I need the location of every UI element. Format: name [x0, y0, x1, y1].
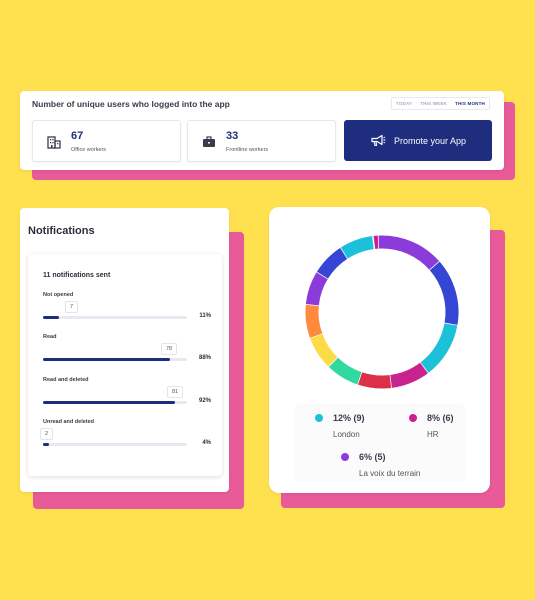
metric-count-badge: 7: [65, 301, 79, 313]
donut-segment-5[interactable]: [357, 372, 392, 389]
donut-legend: 12% (9) London 8% (6) HR 6% (5) La voix …: [295, 404, 465, 482]
donut-chart: [304, 234, 459, 390]
office-workers-label: Office workers: [71, 147, 107, 153]
legend-dot: [409, 414, 417, 422]
tab-this-week[interactable]: THIS WEEK: [420, 101, 447, 106]
login-stats-title: Number of unique users who logged into t…: [32, 99, 230, 109]
donut-segment-1[interactable]: [378, 235, 440, 271]
metric-label: Not opened: [43, 292, 74, 298]
metric-percent: 88%: [198, 355, 211, 361]
metric-progress-track: [43, 316, 187, 319]
metric-label: Read: [43, 334, 57, 340]
metric-progress-track: [43, 443, 187, 446]
metric-progress-fill: [43, 316, 59, 319]
promote-app-label: Promote your App: [393, 135, 467, 146]
metric-read: Read 78 88%: [43, 334, 211, 374]
notifications-sent-count: 11 notifications sent: [43, 272, 111, 279]
time-range-tabs: TODAY THIS WEEK THIS MONTH: [390, 97, 490, 110]
metric-count-badge: 81: [167, 386, 184, 398]
donut-separator-11: [371, 234, 376, 251]
donut-separator-1: [428, 260, 441, 272]
metric-count-badge: 78: [161, 343, 178, 355]
office-workers-count: 67: [71, 130, 84, 142]
metric-progress-fill: [43, 401, 176, 404]
donut-segment-3[interactable]: [419, 323, 458, 374]
metric-percent: 11%: [199, 313, 211, 319]
metric-progress-track: [43, 358, 187, 361]
megaphone-icon: [371, 134, 386, 147]
promote-app-button[interactable]: Promote your App: [344, 120, 492, 161]
login-stats-card: Number of unique users who logged into t…: [20, 91, 504, 170]
donut-separator-5: [356, 370, 363, 386]
legend-value: 6% (5): [359, 452, 386, 462]
frontline-workers-count: 33: [226, 130, 239, 142]
metric-percent: 92%: [198, 398, 211, 404]
donut-segment-6[interactable]: [328, 357, 362, 385]
metric-unread-and-deleted: Unread and deleted 2 4%: [40, 419, 211, 459]
metric-percent: 4%: [202, 440, 211, 446]
notifications-panel: 11 notifications sent Not opened 7 11% R…: [28, 254, 222, 476]
building-icon: [47, 136, 61, 149]
tab-this-month[interactable]: THIS MONTH: [455, 101, 485, 106]
metric-progress-fill: [43, 443, 49, 446]
donut-separator-0: [377, 234, 380, 250]
metric-not-opened: Not opened 7 11%: [43, 292, 211, 332]
donut-segment-10[interactable]: [316, 247, 349, 279]
groups-donut-card: 12% (9) London 8% (6) HR 6% (5) La voix …: [269, 207, 490, 493]
briefcase-icon: [203, 136, 215, 147]
notifications-card: Notifications 11 notifications sent Not …: [20, 208, 229, 492]
legend-dot: [315, 414, 323, 422]
donut-segment-9[interactable]: [305, 271, 329, 306]
donut-separator-9: [315, 270, 330, 280]
legend-name: London: [333, 430, 360, 439]
donut-segment-4[interactable]: [389, 362, 428, 388]
tab-today[interactable]: TODAY: [395, 101, 413, 106]
legend-name: HR: [427, 430, 439, 439]
metric-progress-fill: [43, 358, 170, 361]
donut-segment-11[interactable]: [340, 236, 375, 259]
metric-read-and-deleted: Read and deleted 81 92%: [43, 377, 211, 417]
donut-segment-8[interactable]: [305, 304, 323, 338]
frontline-workers-stat: 33 Frontline workers: [187, 120, 336, 162]
donut-segment-2[interactable]: [429, 261, 459, 326]
legend-dot: [341, 453, 349, 461]
metric-count-badge: 2: [40, 428, 54, 440]
notifications-title: Notifications: [28, 225, 95, 237]
frontline-workers-label: Frontline workers: [226, 147, 269, 153]
office-workers-stat: 67 Office workers: [32, 120, 181, 162]
legend-value: 12% (9): [333, 413, 365, 423]
metric-progress-track: [43, 401, 187, 404]
legend-name: La voix du terrain: [359, 469, 421, 478]
metric-label: Unread and deleted: [43, 419, 95, 425]
donut-segment-7[interactable]: [309, 333, 338, 367]
metric-label: Read and deleted: [43, 377, 89, 383]
legend-value: 8% (6): [427, 413, 454, 423]
